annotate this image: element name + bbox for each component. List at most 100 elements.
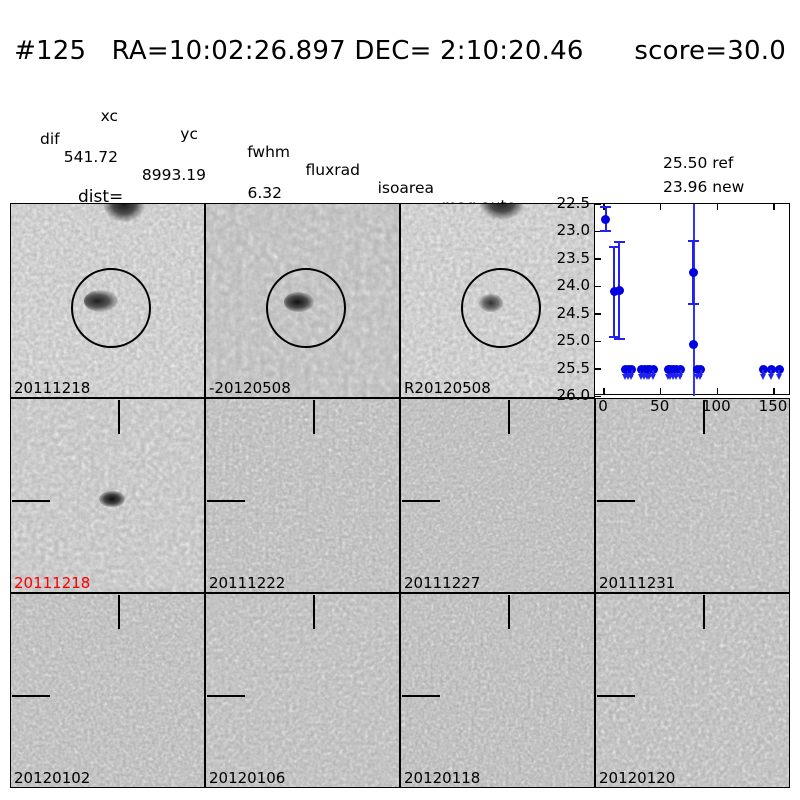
stamp-noise bbox=[401, 594, 594, 787]
error-bar-cap bbox=[600, 206, 612, 209]
stamp-label: 20111227 bbox=[404, 574, 481, 592]
upper-limit-stem bbox=[699, 369, 702, 377]
stamp-difference[interactable]: -20120508 bbox=[205, 203, 400, 398]
stamp-new[interactable]: 20111218 bbox=[10, 203, 205, 398]
error-bar-cap bbox=[613, 241, 625, 244]
transient-source bbox=[99, 491, 125, 507]
crosshair-tick-vertical bbox=[703, 595, 705, 629]
y-tick-label: 24.5 bbox=[556, 303, 590, 322]
upper-limit-stem bbox=[675, 369, 678, 377]
y-axis-tick bbox=[595, 395, 601, 397]
light-curve-data-layer bbox=[595, 203, 789, 397]
x-axis-tick bbox=[603, 388, 605, 394]
phmag-ref-row: 25.50 ref bbox=[0, 136, 800, 190]
crosshair-tick-vertical bbox=[703, 400, 705, 434]
error-bar-cap bbox=[600, 230, 612, 233]
stamp-reference[interactable]: R20120508 bbox=[400, 203, 595, 398]
crosshair-tick-horizontal bbox=[597, 695, 635, 697]
error-bar-cap bbox=[613, 337, 625, 340]
col-header-isoarea: isoarea bbox=[377, 179, 434, 197]
crosshair-tick-vertical bbox=[508, 595, 510, 629]
row-label-dif: dif bbox=[40, 130, 60, 148]
y-tick-label: 23.5 bbox=[556, 248, 590, 267]
background-galaxy bbox=[479, 204, 525, 220]
stamp-noise bbox=[596, 594, 789, 787]
upper-limit-stem bbox=[770, 369, 773, 377]
crosshair-tick-vertical bbox=[508, 400, 510, 434]
stamp-label: 20120120 bbox=[599, 769, 676, 787]
error-bar-cap bbox=[687, 239, 699, 242]
error-bar-cap bbox=[608, 245, 620, 248]
y-axis-tick bbox=[595, 368, 601, 370]
stamp-label: 20111218 bbox=[14, 379, 91, 397]
col-header-yc: yc bbox=[180, 125, 198, 143]
aperture-circle bbox=[461, 268, 541, 348]
crosshair-tick-horizontal bbox=[402, 695, 440, 697]
y-axis-tick bbox=[595, 258, 601, 260]
upper-limit-arrow-icon bbox=[673, 373, 680, 380]
x-tick-label: 50 bbox=[650, 397, 670, 415]
stamp-label: 20120118 bbox=[404, 769, 481, 787]
crosshair-tick-vertical bbox=[118, 400, 120, 434]
stamp-epoch-20111231[interactable]: 20111231 bbox=[595, 398, 790, 593]
data-point[interactable] bbox=[609, 287, 619, 297]
upper-limit-stem bbox=[652, 369, 655, 377]
upper-limit-stem bbox=[630, 369, 633, 377]
stamp-epoch-20111227[interactable]: 20111227 bbox=[400, 398, 595, 593]
x-axis-tick bbox=[773, 388, 775, 394]
upper-limit-arrow-icon bbox=[624, 373, 631, 380]
x-tick-label: 0 bbox=[598, 397, 608, 415]
aperture-circle bbox=[266, 268, 346, 348]
background-galaxy bbox=[103, 204, 145, 222]
y-tick-label: 26.0 bbox=[556, 386, 590, 404]
crosshair-tick-horizontal bbox=[207, 695, 245, 697]
crosshair-tick-horizontal bbox=[12, 500, 50, 502]
y-tick-label: 22.5 bbox=[556, 194, 590, 212]
data-point[interactable] bbox=[688, 340, 698, 350]
upper-limit-arrow-icon bbox=[646, 373, 653, 380]
dist-label: dist= bbox=[78, 187, 124, 207]
stamp-noise bbox=[11, 594, 204, 787]
upper-limit-arrow-icon bbox=[649, 373, 656, 380]
page-title: #125 RA=10:02:26.897 DEC= 2:10:20.46 sco… bbox=[14, 36, 786, 66]
value-phmag-ref: 25.50 ref bbox=[663, 154, 734, 172]
data-point[interactable] bbox=[688, 268, 698, 278]
y-axis-tick bbox=[595, 230, 601, 233]
y-axis-tick bbox=[595, 340, 601, 343]
stamp-epoch-20111218[interactable]: 20111218 bbox=[10, 398, 205, 593]
value-fwhm: 6.32 bbox=[247, 184, 282, 202]
stamp-epoch-20120118[interactable]: 20120118 bbox=[400, 593, 595, 788]
stamp-epoch-20120102[interactable]: 20120102 bbox=[10, 593, 205, 788]
stamp-epoch-20111222[interactable]: 20111222 bbox=[205, 398, 400, 593]
stamp-epoch-20120120[interactable]: 20120120 bbox=[595, 593, 790, 788]
y-axis-tick bbox=[595, 313, 601, 315]
y-tick-label: 25.0 bbox=[556, 331, 590, 350]
stamp-label: 20111222 bbox=[209, 574, 286, 592]
x-axis-tick-top bbox=[659, 204, 662, 210]
upper-limit-arrow-icon bbox=[694, 373, 701, 380]
crosshair-tick-horizontal bbox=[597, 500, 635, 502]
crosshair-tick-vertical bbox=[313, 595, 315, 629]
y-axis-tick bbox=[595, 285, 601, 288]
upper-limit-stem bbox=[762, 369, 765, 377]
crosshair-tick-horizontal bbox=[12, 695, 50, 697]
stamp-noise bbox=[206, 399, 399, 592]
value-phmag-new: 23.96 new bbox=[663, 178, 745, 196]
x-tick-label: 150 bbox=[758, 397, 788, 415]
upper-limit-arrow-icon bbox=[767, 373, 774, 380]
col-header-fwhm: fwhm bbox=[247, 143, 290, 161]
stamp-noise bbox=[401, 399, 594, 592]
x-axis-tick-top bbox=[773, 204, 775, 210]
data-point[interactable] bbox=[614, 286, 624, 296]
upper-limit-arrow-icon bbox=[628, 373, 635, 380]
stamp-label: R20120508 bbox=[404, 379, 491, 397]
data-point[interactable] bbox=[601, 214, 611, 224]
x-axis-tick-top bbox=[716, 204, 719, 210]
upper-limit-stem bbox=[679, 369, 682, 377]
upper-limit-arrow-icon bbox=[775, 373, 782, 380]
stamp-epoch-20120106[interactable]: 20120106 bbox=[205, 593, 400, 788]
crosshair-tick-horizontal bbox=[402, 500, 440, 502]
light-curve-plot[interactable] bbox=[594, 203, 790, 397]
x-tick-label: 100 bbox=[702, 397, 731, 415]
